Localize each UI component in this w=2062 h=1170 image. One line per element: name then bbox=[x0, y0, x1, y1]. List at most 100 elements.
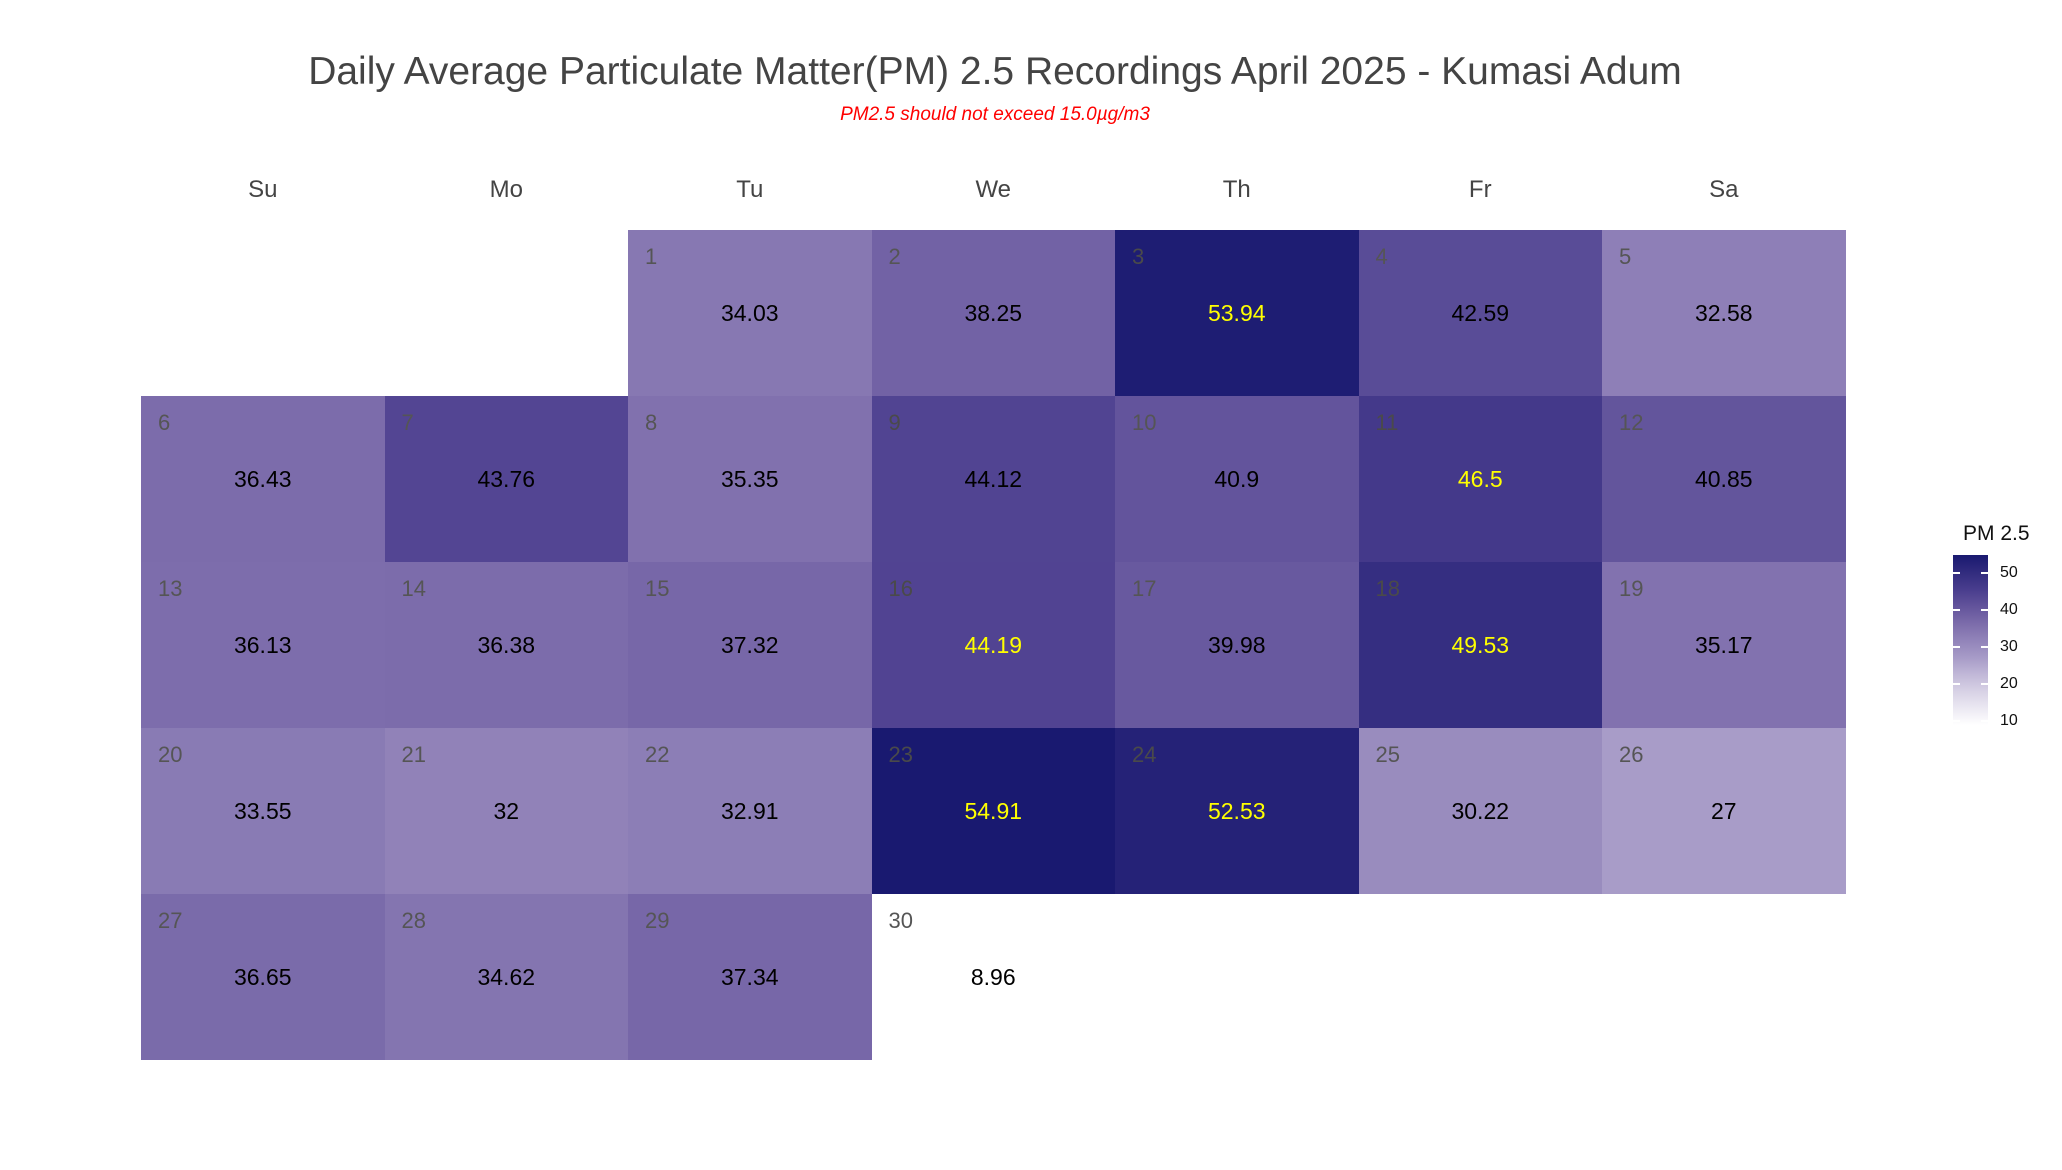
day-number: 18 bbox=[1375, 576, 1400, 601]
day-value-label: 43.76 bbox=[477, 466, 536, 492]
day-cell: 27 36.65 bbox=[141, 894, 385, 1060]
day-cell: 20 33.55 bbox=[141, 728, 385, 894]
legend-tick-mark bbox=[1981, 609, 1988, 612]
legend-tick-label: 50 bbox=[2000, 564, 2018, 582]
legend-tick-mark bbox=[1953, 683, 1960, 686]
legend-tick-label: 20 bbox=[2000, 675, 2018, 693]
chart-title: Daily Average Particulate Matter(PM) 2.5… bbox=[308, 50, 1682, 93]
day-value-label: 8.96 bbox=[970, 964, 1016, 990]
day-value-label: 37.34 bbox=[720, 964, 779, 990]
legend-tick-mark bbox=[1981, 646, 1988, 649]
day-number: 11 bbox=[1375, 410, 1399, 435]
day-cell: 11 46.5 bbox=[1358, 396, 1602, 562]
day-number: 5 bbox=[1619, 244, 1632, 269]
day-number: 29 bbox=[645, 908, 670, 933]
day-value-label: 36.65 bbox=[233, 964, 292, 990]
day-cell: 18 49.53 bbox=[1358, 562, 1602, 728]
day-number: 19 bbox=[1619, 576, 1644, 601]
weekday-label-fr: Fr bbox=[1468, 176, 1492, 203]
day-value-label: 35.17 bbox=[1694, 632, 1753, 658]
day-value-label: 46.5 bbox=[1457, 466, 1503, 492]
day-cell: 7 43.76 bbox=[384, 396, 628, 562]
day-cell: 26 27 bbox=[1602, 728, 1846, 894]
day-value-label: 34.03 bbox=[720, 300, 779, 326]
day-number: 3 bbox=[1132, 244, 1145, 269]
day-number: 14 bbox=[401, 576, 426, 601]
day-value-label: 36.38 bbox=[477, 632, 536, 658]
day-cell: 25 30.22 bbox=[1358, 728, 1602, 894]
day-number: 12 bbox=[1619, 410, 1644, 435]
day-cell: 23 54.91 bbox=[871, 728, 1115, 894]
day-value-label: 34.62 bbox=[477, 964, 536, 990]
day-number: 9 bbox=[888, 410, 901, 435]
day-value-label: 53.94 bbox=[1207, 300, 1266, 326]
day-number: 7 bbox=[401, 410, 414, 435]
day-value-label: 54.91 bbox=[964, 798, 1023, 824]
day-number: 1 bbox=[645, 244, 658, 269]
day-number: 10 bbox=[1132, 410, 1157, 435]
day-cell: 6 36.43 bbox=[141, 396, 385, 562]
day-number: 4 bbox=[1375, 244, 1388, 269]
weekday-label-mo: Mo bbox=[489, 176, 523, 203]
day-value-label: 39.98 bbox=[1207, 632, 1266, 658]
day-cell: 13 36.13 bbox=[141, 562, 385, 728]
day-cell: 4 42.59 bbox=[1358, 230, 1602, 396]
day-number: 25 bbox=[1375, 742, 1400, 767]
legend-tick-mark bbox=[1981, 572, 1988, 575]
day-number: 26 bbox=[1619, 742, 1644, 767]
day-value-label: 44.19 bbox=[964, 632, 1023, 658]
day-number: 20 bbox=[158, 742, 183, 767]
day-number: 6 bbox=[158, 410, 171, 435]
day-cell: 1 34.03 bbox=[628, 230, 872, 396]
day-number: 21 bbox=[401, 742, 426, 767]
legend-tick-mark bbox=[1981, 720, 1988, 723]
day-number: 28 bbox=[401, 908, 426, 933]
day-value-label: 32.58 bbox=[1694, 300, 1753, 326]
day-number: 2 bbox=[888, 244, 901, 269]
day-number: 17 bbox=[1132, 576, 1157, 601]
weekday-label-we: We bbox=[975, 176, 1012, 203]
day-value-label: 40.9 bbox=[1214, 466, 1260, 492]
chart-subtitle: PM2.5 should not exceed 15.0µg/m3 bbox=[840, 104, 1150, 125]
legend-colorbar bbox=[1953, 555, 1988, 725]
day-value-label: 36.13 bbox=[233, 632, 292, 658]
day-cell: 29 37.34 bbox=[628, 894, 872, 1060]
day-number: 22 bbox=[645, 742, 670, 767]
legend-tick-mark bbox=[1953, 720, 1960, 723]
day-value-label: 49.53 bbox=[1451, 632, 1510, 658]
day-value-label: 27 bbox=[1710, 798, 1737, 824]
day-number: 8 bbox=[645, 410, 658, 435]
day-cell: 24 52.53 bbox=[1115, 728, 1359, 894]
day-value-label: 38.25 bbox=[964, 300, 1023, 326]
legend-tick-label: 40 bbox=[2000, 601, 2018, 619]
day-cell: 3 53.94 bbox=[1115, 230, 1359, 396]
legend-tick-label: 10 bbox=[2000, 712, 2018, 730]
day-cell: 5 32.58 bbox=[1602, 230, 1846, 396]
day-cell: 2 38.25 bbox=[871, 230, 1115, 396]
day-cell: 22 32.91 bbox=[628, 728, 872, 894]
legend-tick-label: 30 bbox=[2000, 638, 2018, 656]
day-cell: 19 35.17 bbox=[1602, 562, 1846, 728]
day-value-label: 37.32 bbox=[720, 632, 779, 658]
weekday-label-sa: Sa bbox=[1709, 176, 1739, 203]
day-cell: 21 32 bbox=[384, 728, 628, 894]
day-cell: 15 37.32 bbox=[628, 562, 872, 728]
day-number: 24 bbox=[1132, 742, 1157, 767]
day-cell: 17 39.98 bbox=[1115, 562, 1359, 728]
day-number: 27 bbox=[158, 908, 183, 933]
day-number: 16 bbox=[888, 576, 913, 601]
day-cell: 14 36.38 bbox=[384, 562, 628, 728]
day-number: 15 bbox=[645, 576, 670, 601]
day-number: 23 bbox=[888, 742, 913, 767]
day-value-label: 40.85 bbox=[1694, 466, 1753, 492]
weekday-label-tu: Tu bbox=[736, 176, 764, 203]
day-value-label: 33.55 bbox=[233, 798, 292, 824]
weekday-label-th: Th bbox=[1222, 176, 1251, 203]
day-number: 30 bbox=[888, 908, 913, 933]
legend-tick-mark bbox=[1953, 646, 1960, 649]
day-value-label: 35.35 bbox=[720, 466, 779, 492]
day-value-label: 30.22 bbox=[1451, 798, 1510, 824]
day-value-label: 52.53 bbox=[1207, 798, 1266, 824]
day-cell: 30 8.96 bbox=[871, 894, 1115, 1060]
day-value-label: 36.43 bbox=[233, 466, 292, 492]
